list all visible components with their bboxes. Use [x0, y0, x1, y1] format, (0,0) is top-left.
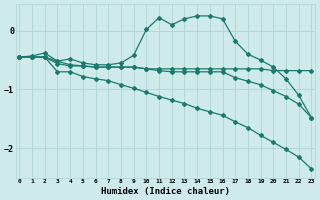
X-axis label: Humidex (Indice chaleur): Humidex (Indice chaleur) — [101, 187, 230, 196]
